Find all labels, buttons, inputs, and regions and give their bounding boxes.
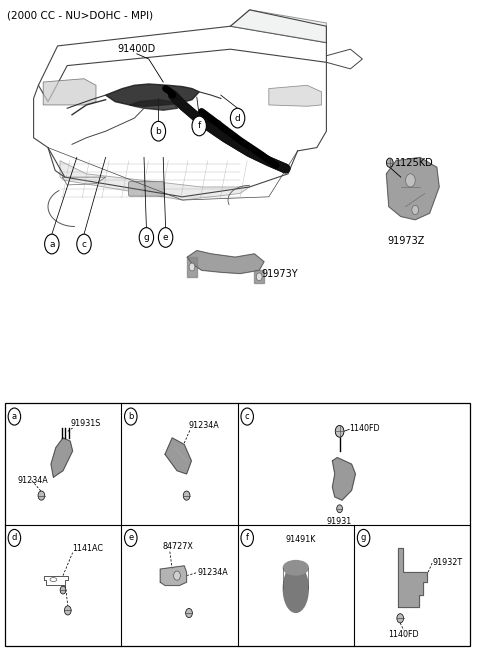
Polygon shape: [43, 79, 96, 105]
Polygon shape: [106, 84, 199, 106]
Circle shape: [337, 505, 343, 513]
Text: 91932T: 91932T: [432, 558, 463, 567]
Circle shape: [45, 234, 59, 254]
Circle shape: [189, 263, 195, 271]
Circle shape: [125, 408, 137, 425]
Text: (2000 CC - NU>DOHC - MPI): (2000 CC - NU>DOHC - MPI): [7, 10, 153, 20]
Text: 91931S: 91931S: [70, 419, 101, 428]
Circle shape: [386, 158, 393, 167]
Text: b: b: [156, 127, 161, 136]
Text: g: g: [361, 533, 366, 543]
Text: 1141AC: 1141AC: [72, 544, 104, 552]
Text: 91234A: 91234A: [198, 568, 228, 577]
Text: 1125KD: 1125KD: [395, 157, 433, 168]
Circle shape: [158, 228, 173, 247]
Polygon shape: [386, 157, 439, 220]
Polygon shape: [269, 85, 322, 106]
Text: a: a: [12, 412, 17, 421]
Circle shape: [183, 491, 190, 500]
Text: 91234A: 91234A: [17, 476, 48, 485]
Circle shape: [8, 408, 21, 425]
Circle shape: [230, 108, 245, 128]
Bar: [5, 403, 470, 646]
Text: d: d: [12, 533, 17, 543]
Text: f: f: [246, 533, 249, 543]
Polygon shape: [165, 438, 192, 474]
Circle shape: [241, 408, 253, 425]
Ellipse shape: [283, 560, 308, 575]
Text: d: d: [235, 113, 240, 123]
Circle shape: [60, 586, 66, 594]
Text: 1140FD: 1140FD: [388, 630, 419, 639]
Text: 91491K: 91491K: [286, 535, 316, 544]
Polygon shape: [187, 257, 197, 277]
Polygon shape: [398, 548, 427, 607]
Circle shape: [397, 614, 404, 623]
Text: 84727X: 84727X: [163, 543, 193, 551]
Text: a: a: [49, 239, 55, 249]
Circle shape: [77, 234, 91, 254]
Text: 1140FD: 1140FD: [349, 424, 380, 432]
Ellipse shape: [283, 565, 308, 613]
Text: 91400D: 91400D: [118, 44, 156, 54]
Polygon shape: [60, 161, 250, 200]
Text: f: f: [198, 121, 201, 131]
Circle shape: [125, 529, 137, 546]
Circle shape: [139, 228, 154, 247]
Circle shape: [357, 529, 370, 546]
Text: c: c: [245, 412, 250, 421]
Circle shape: [38, 491, 45, 500]
Circle shape: [151, 121, 166, 141]
Circle shape: [174, 571, 180, 580]
Circle shape: [241, 529, 253, 546]
Circle shape: [335, 426, 344, 438]
Text: 91973Y: 91973Y: [262, 269, 298, 279]
Text: g: g: [144, 233, 149, 242]
Text: 91234A: 91234A: [188, 421, 219, 430]
Text: c: c: [82, 239, 86, 249]
Text: 91973Z: 91973Z: [387, 236, 424, 246]
Polygon shape: [187, 251, 264, 274]
Circle shape: [186, 609, 192, 618]
Polygon shape: [160, 565, 187, 585]
Polygon shape: [230, 10, 326, 43]
Polygon shape: [254, 270, 264, 283]
Circle shape: [412, 205, 419, 215]
FancyBboxPatch shape: [129, 182, 164, 196]
Polygon shape: [51, 438, 72, 478]
Circle shape: [192, 116, 206, 136]
Text: 91931: 91931: [327, 517, 352, 525]
Circle shape: [64, 606, 71, 615]
Polygon shape: [130, 100, 178, 110]
Text: e: e: [128, 533, 133, 543]
Text: e: e: [163, 233, 168, 242]
Circle shape: [256, 273, 262, 281]
Circle shape: [406, 174, 415, 187]
Polygon shape: [332, 458, 355, 500]
Circle shape: [8, 529, 21, 546]
Text: b: b: [128, 412, 133, 421]
